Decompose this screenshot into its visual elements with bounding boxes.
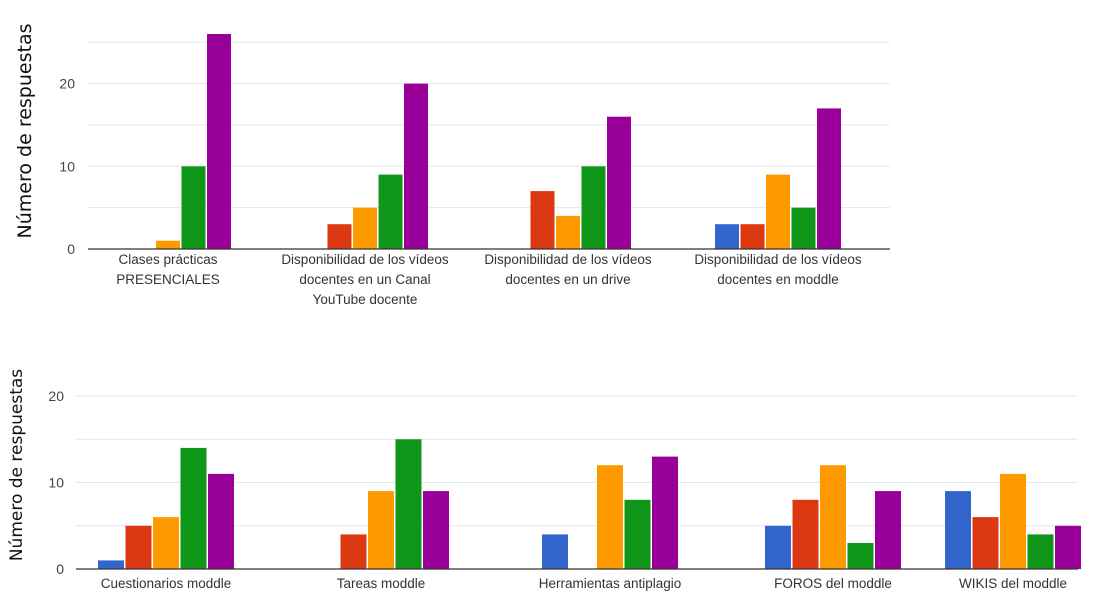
bottom-bar xyxy=(208,473,234,570)
bottom-bar xyxy=(542,534,568,569)
top-bar xyxy=(817,108,841,250)
top-category-label: Disponibilidad de los vídeos docentes en … xyxy=(281,252,449,307)
bottom-bar xyxy=(1055,525,1081,570)
top-bar xyxy=(181,166,206,249)
top-bar xyxy=(607,116,631,249)
top-bar xyxy=(404,83,428,249)
bottom-category-label: WIKIS del moddle xyxy=(959,576,1067,591)
chart-bottom: 0 10 20 Número de respuestas Cuestionarios m… xyxy=(7,369,1081,591)
top-category-label: Disponibilidad de los vídeos docentes en … xyxy=(694,252,862,287)
top-y-axis-label: Número de respuestas xyxy=(14,24,36,239)
bottom-bar xyxy=(423,491,449,569)
top-category-label: Clases prácticas PRESENCIALES xyxy=(116,252,220,287)
chart-top: 0 10 20 Número de respuestas Clases práctica… xyxy=(14,24,890,307)
top-bar xyxy=(530,191,555,249)
bottom-category-label: Herramientas antiplagio xyxy=(539,576,682,591)
top-bar xyxy=(791,207,816,249)
bottom-bar xyxy=(624,499,651,569)
top-bar xyxy=(327,224,352,249)
bottom-bar xyxy=(597,465,623,569)
top-bar xyxy=(556,215,580,249)
bottom-bar xyxy=(1027,534,1054,569)
bottom-y-tick-label: 0 xyxy=(56,561,64,577)
top-bar xyxy=(207,34,231,249)
bottom-y-tick-label: 20 xyxy=(48,388,64,404)
top-bar xyxy=(766,174,790,249)
bottom-bar xyxy=(180,447,207,569)
top-bar xyxy=(581,166,606,249)
bottom-bar xyxy=(368,491,394,569)
bottom-y-axis-label: Número de respuestas xyxy=(7,369,27,561)
bottom-bar xyxy=(972,517,999,569)
bottom-bar xyxy=(98,560,124,570)
bottom-bar xyxy=(875,491,901,569)
bottom-bar xyxy=(652,456,678,570)
bottom-category-label: Tareas moddle xyxy=(337,576,426,591)
top-y-tick-label: 20 xyxy=(59,76,75,92)
bottom-bar xyxy=(945,491,971,569)
bottom-category-label: Cuestionarios moddle xyxy=(101,576,232,591)
top-bar xyxy=(353,207,377,249)
top-y-tick-label: 10 xyxy=(59,158,75,174)
bottom-bar xyxy=(153,517,179,569)
top-category-label: Disponibilidad de los vídeos docentes en … xyxy=(484,252,652,287)
bottom-bar xyxy=(820,465,846,569)
bottom-bar xyxy=(765,525,791,570)
top-bar xyxy=(378,174,403,249)
bottom-bar xyxy=(792,499,819,569)
bottom-bar xyxy=(1000,473,1026,570)
bottom-category-label: FOROS del moddle xyxy=(774,576,892,591)
top-bar xyxy=(715,224,739,249)
top-bar xyxy=(740,224,765,249)
bottom-y-tick-label: 10 xyxy=(48,475,64,491)
bottom-bar xyxy=(395,439,422,570)
top-bar xyxy=(156,240,180,249)
top-y-tick-label: 0 xyxy=(67,241,75,257)
bottom-bar xyxy=(340,534,367,569)
bottom-bar xyxy=(125,525,152,570)
bottom-bar xyxy=(847,543,874,569)
